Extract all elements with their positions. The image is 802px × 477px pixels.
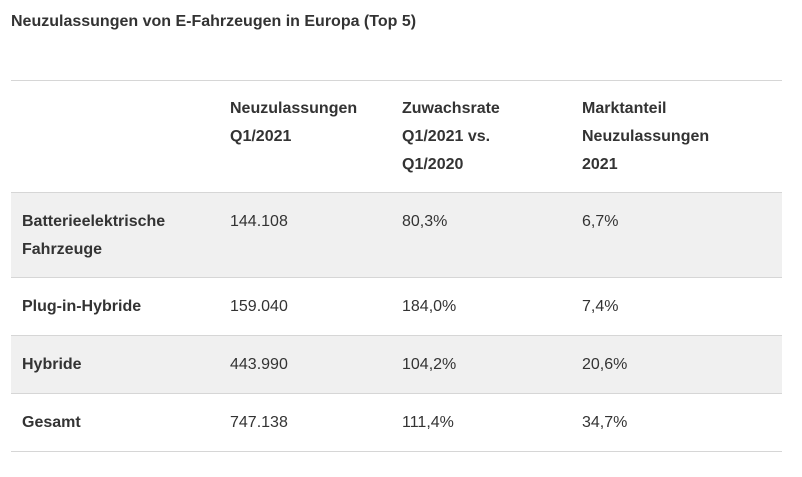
header-neuzulassungen: Neuzulassungen Q1/2021: [219, 81, 402, 193]
header-neuzulassungen-label: Neuzulassungen Q1/2021: [230, 100, 358, 145]
row-label: Hybride: [22, 356, 82, 373]
cell-zuwachsrate: 111,4%: [402, 414, 454, 431]
table-row: Gesamt 747.138 111,4% 34,7%: [11, 394, 782, 452]
cell-neuzulassungen: 443.990: [230, 356, 288, 373]
cell-zuwachsrate: 184,0%: [402, 298, 457, 315]
row-label-text: Batterieelektrische Fahrzeuge: [22, 213, 166, 258]
cell-marktanteil: 7,4%: [582, 298, 619, 315]
table-title: Neuzulassungen von E-Fahrzeugen in Europ…: [11, 13, 417, 30]
header-marktanteil: Marktanteil Neuzulassungen 2021: [582, 81, 782, 193]
header-zuwachsrate: Zuwachsrate Q1/2021 vs. Q1/2020: [402, 81, 582, 193]
cell-neuzulassungen: 159.040: [230, 298, 288, 315]
cell-zuwachsrate: 80,3%: [402, 213, 448, 230]
cell-marktanteil: 34,7%: [582, 414, 628, 431]
row-label: Batterieelektrische Fahrzeuge: [11, 193, 219, 278]
data-table: Neuzulassungen Q1/2021 Zuwachsrate Q1/20…: [11, 80, 782, 452]
header-row: Neuzulassungen Q1/2021 Zuwachsrate Q1/20…: [11, 80, 782, 193]
table-row: Plug-in-Hybride 159.040 184,0% 7,4%: [11, 278, 782, 336]
header-marktanteil-label: Marktanteil Neuzulassungen 2021: [582, 100, 710, 173]
cell-neuzulassungen: 747.138: [230, 414, 288, 431]
cell-marktanteil: 20,6%: [582, 356, 628, 373]
cell-marktanteil: 6,7%: [582, 213, 619, 230]
header-zuwachsrate-label: Zuwachsrate Q1/2021 vs. Q1/2020: [402, 100, 500, 173]
row-label: Plug-in-Hybride: [22, 298, 142, 315]
row-label: Gesamt: [22, 414, 81, 431]
cell-zuwachsrate: 104,2%: [402, 356, 457, 373]
cell-neuzulassungen: 144.108: [230, 213, 288, 230]
table-row: Hybride 443.990 104,2% 20,6%: [11, 335, 782, 394]
header-cell-empty: [11, 81, 219, 193]
table-row: Batterieelektrische Fahrzeuge 144.108 80…: [11, 192, 782, 278]
